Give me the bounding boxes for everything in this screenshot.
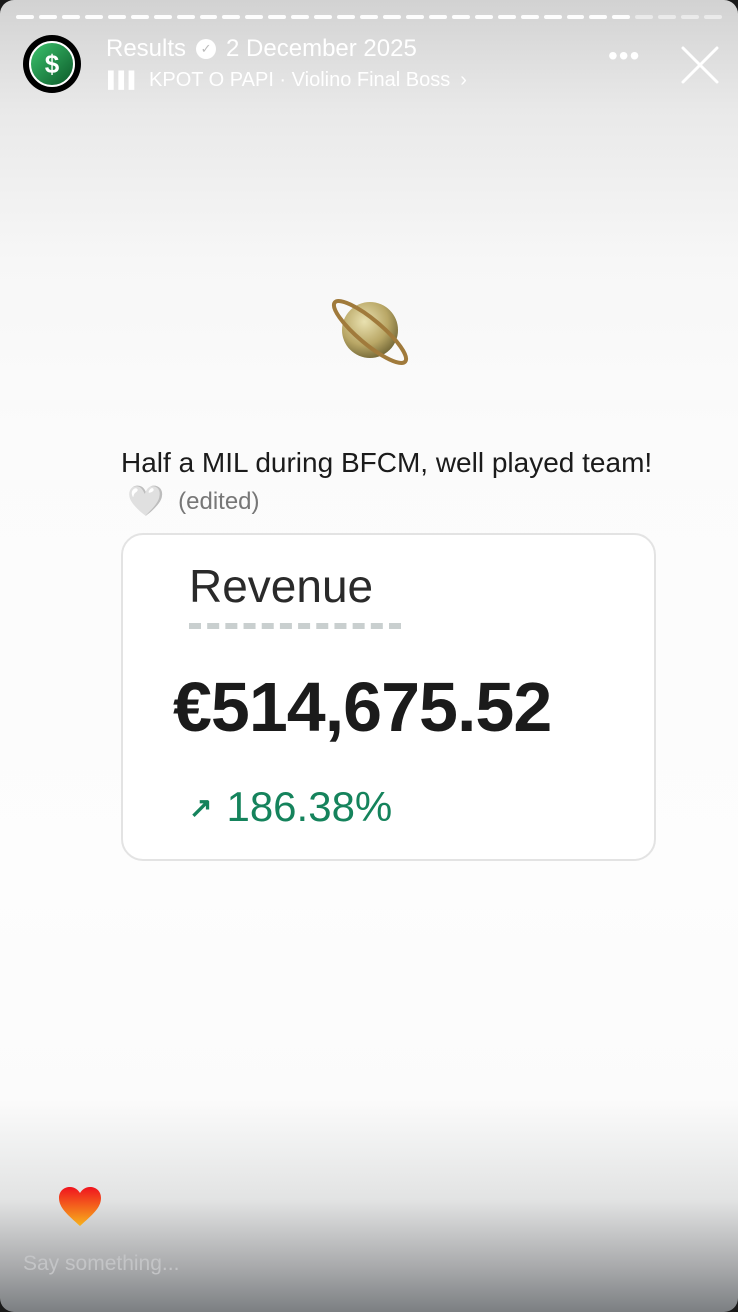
- progress-segment: [314, 15, 333, 19]
- progress-segment: [428, 15, 447, 19]
- progress-segment: [474, 15, 493, 19]
- edited-label: (edited): [178, 488, 260, 515]
- story-progress-bar: [16, 15, 723, 19]
- revenue-label: Revenue: [189, 560, 374, 612]
- progress-segment: [245, 15, 264, 19]
- close-icon[interactable]: [680, 45, 720, 85]
- more-options-button[interactable]: •••: [608, 40, 641, 71]
- reply-input[interactable]: Say something...: [23, 1252, 180, 1275]
- progress-segment: [360, 15, 378, 19]
- progress-segment: [497, 15, 516, 19]
- progress-segment: [153, 15, 172, 19]
- music-bars-icon: ▌▌▌: [108, 71, 140, 89]
- revenue-card: Revenue €514,675.52 ↗ 186.38%: [121, 533, 656, 861]
- progress-segment: [130, 15, 149, 19]
- progress-segment: [268, 15, 287, 19]
- progress-segment: [199, 15, 218, 19]
- dollar-icon: $: [29, 41, 75, 87]
- progress-segment: [176, 15, 195, 19]
- white-heart-icon: 🤍: [127, 485, 165, 519]
- progress-segment: [635, 15, 654, 19]
- progress-segment: [337, 15, 356, 19]
- progress-segment: [84, 15, 103, 19]
- progress-segment: [38, 15, 57, 19]
- revenue-value: €514,675.52: [173, 668, 552, 746]
- revenue-change: ↗ 186.38%: [189, 783, 392, 831]
- progress-segment: [107, 15, 126, 19]
- avatar[interactable]: $: [23, 35, 81, 93]
- progress-segment: [383, 15, 401, 19]
- progress-segment: [405, 15, 424, 19]
- progress-segment: [658, 15, 677, 19]
- progress-segment: [566, 15, 585, 19]
- progress-segment: [16, 15, 34, 19]
- progress-segment: [451, 15, 470, 19]
- ringed-planet-icon: [331, 299, 409, 365]
- caption-text: Half a MIL during BFCM, well played team…: [121, 447, 653, 478]
- progress-segment: [612, 15, 631, 19]
- revenue-change-percent: 186.38%: [226, 783, 393, 830]
- arrow-up-right-icon: ↗: [189, 791, 213, 823]
- progress-segment: [704, 15, 723, 19]
- story-caption: Half a MIL during BFCM, well played team…: [121, 444, 661, 520]
- story-date: 2 December 2025: [226, 35, 417, 62]
- progress-segment: [589, 15, 608, 19]
- account-name[interactable]: Results: [106, 35, 187, 62]
- music-title: KPOT O PAPI · Violino Final Boss: [149, 69, 451, 91]
- progress-segment: [61, 15, 80, 19]
- chevron-right-icon: ›: [460, 69, 467, 91]
- progress-segment: [222, 15, 241, 19]
- heart-icon[interactable]: [58, 1187, 102, 1227]
- verified-badge-icon: ✓: [196, 39, 217, 59]
- progress-segment: [681, 15, 700, 19]
- progress-segment: [291, 15, 310, 19]
- progress-segment: [543, 15, 562, 19]
- story-header: Results ✓ 2 December 2025: [106, 35, 417, 63]
- progress-segment: [520, 15, 539, 19]
- revenue-underline: [189, 623, 401, 629]
- music-attribution[interactable]: ▌▌▌ KPOT O PAPI · Violino Final Boss ›: [108, 69, 467, 92]
